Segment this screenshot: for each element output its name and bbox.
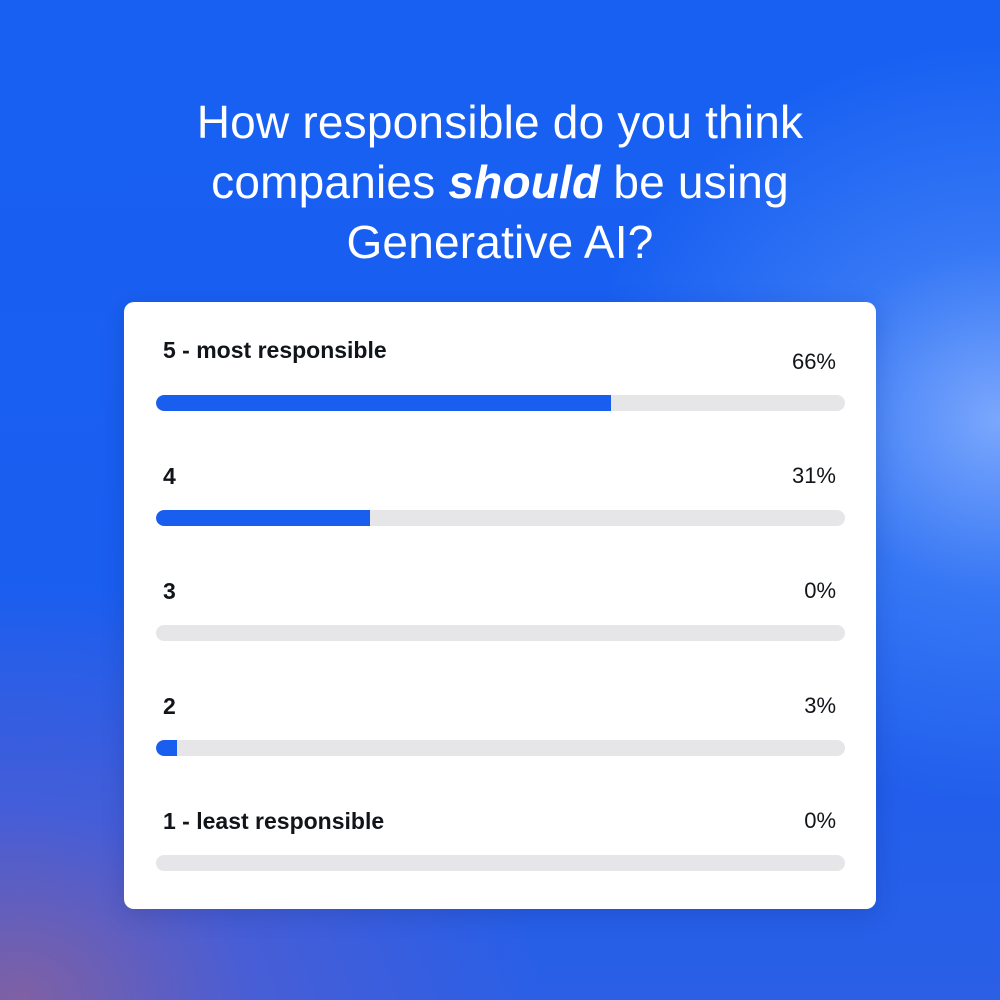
question-part-2: be using Generative AI? (346, 156, 789, 268)
option-label: 1 - least responsible (163, 808, 385, 834)
poll-option-2: 2 3% (156, 692, 845, 756)
question-emphasis: should (448, 156, 601, 208)
option-percentage: 66% (791, 349, 836, 374)
option-percentage: 0% (804, 808, 836, 833)
poll-results-card: 5 - most responsible 66% 4 31% 3 0% 2 3%… (124, 302, 876, 909)
result-bar-track (156, 510, 845, 526)
result-bar-track (156, 855, 845, 871)
option-percentage: 31% (791, 463, 836, 488)
poll-option-4: 4 31% (156, 462, 845, 526)
poll-question: How responsible do you think companies s… (100, 92, 900, 272)
option-percentage: 0% (804, 578, 836, 603)
result-bar-track (156, 625, 845, 641)
result-bar-track (156, 395, 845, 411)
poll-option-5: 5 - most responsible 66% (156, 336, 845, 411)
question-part-1: How responsible do you think companies (196, 96, 804, 208)
option-label: 3 (163, 578, 176, 604)
poll-option-1: 1 - least responsible 0% (156, 807, 845, 871)
result-bar-track (156, 740, 845, 756)
option-percentage: 3% (804, 693, 836, 718)
option-label: 5 - most responsible (163, 337, 387, 363)
result-bar-fill (156, 510, 370, 526)
result-bar-fill (156, 740, 177, 756)
result-bar-fill (156, 395, 611, 411)
poll-option-3: 3 0% (156, 577, 845, 641)
option-label: 2 (163, 693, 176, 719)
option-label: 4 (163, 463, 176, 489)
